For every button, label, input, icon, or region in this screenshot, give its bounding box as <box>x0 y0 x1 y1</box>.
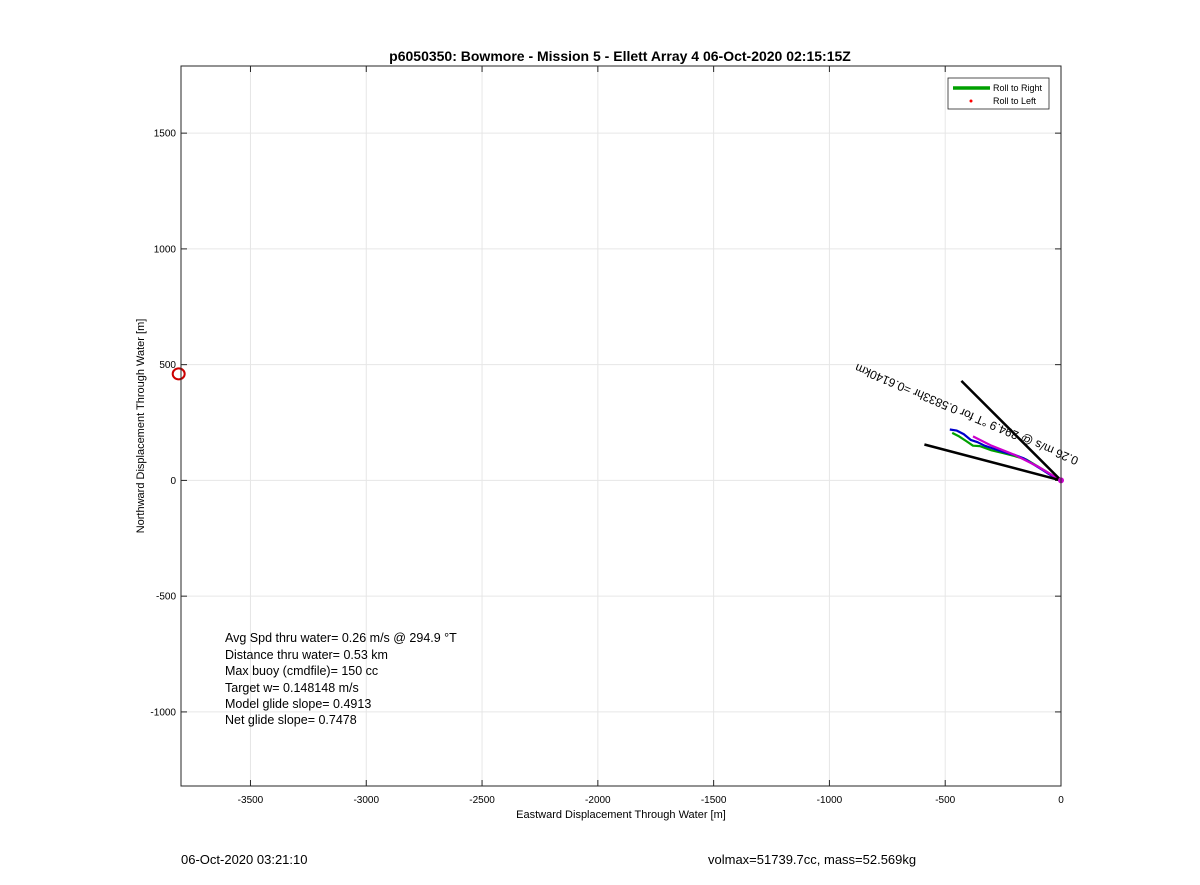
x-tick-label: -3000 <box>353 795 379 806</box>
data-series <box>171 367 1064 484</box>
stat-line: Target w= 0.148148 m/s <box>225 681 359 695</box>
chart-title: p6050350: Bowmore - Mission 5 - Ellett A… <box>389 48 851 64</box>
x-tick-label: -500 <box>935 795 955 806</box>
x-tick-label: -3500 <box>238 795 264 806</box>
track-series-line <box>924 443 1062 482</box>
footer-timestamp: 06-Oct-2020 03:21:10 <box>181 852 308 867</box>
x-tick-label: -2500 <box>469 795 495 806</box>
stat-line: Net glide slope= 0.7478 <box>225 713 357 727</box>
legend-label: Roll to Left <box>993 96 1037 106</box>
legend-box <box>947 77 1050 110</box>
y-tick-label: -1000 <box>150 707 176 718</box>
y-tick-label: -500 <box>156 592 176 603</box>
y-tick-label: 500 <box>159 360 176 371</box>
track-series-line <box>972 435 1062 482</box>
footer-volmax-mass: volmax=51739.7cc, mass=52.569kg <box>708 852 917 867</box>
start-position-marker <box>171 367 186 381</box>
x-tick-label: 0 <box>1058 795 1064 806</box>
x-tick-label: -2000 <box>585 795 611 806</box>
x-tick-label: -1500 <box>701 795 727 806</box>
x-tick-label: -1000 <box>817 795 843 806</box>
x-axis-label: Eastward Displacement Through Water [m] <box>516 809 726 821</box>
legend-label: Roll to Right <box>993 83 1043 93</box>
stat-line: Distance thru water= 0.53 km <box>225 648 388 662</box>
axis-ticks: -3500 -3000 -2500 -2000 -1500 -1000 -500 0 -1000… <box>150 66 1064 806</box>
track-series-line <box>960 380 1062 482</box>
y-axis-label: Northward Displacement Through Water [m] <box>135 319 147 534</box>
plot-area <box>181 66 1061 786</box>
legend: Roll to Right Roll to Left <box>947 77 1050 110</box>
plot-frame <box>180 65 1062 787</box>
stats-box: Avg Spd thru water= 0.26 m/s @ 294.9 °T … <box>225 631 457 727</box>
y-tick-label: 1000 <box>154 244 177 255</box>
stat-line: Avg Spd thru water= 0.26 m/s @ 294.9 °T <box>225 631 457 645</box>
legend-dot-roll-left <box>969 99 973 103</box>
stat-line: Max buoy (cmdfile)= 150 cc <box>225 664 378 678</box>
y-tick-label: 0 <box>170 476 176 487</box>
y-tick-label: 1500 <box>154 129 177 140</box>
stat-line: Model glide slope= 0.4913 <box>225 697 371 711</box>
grid-lines <box>181 66 1062 786</box>
